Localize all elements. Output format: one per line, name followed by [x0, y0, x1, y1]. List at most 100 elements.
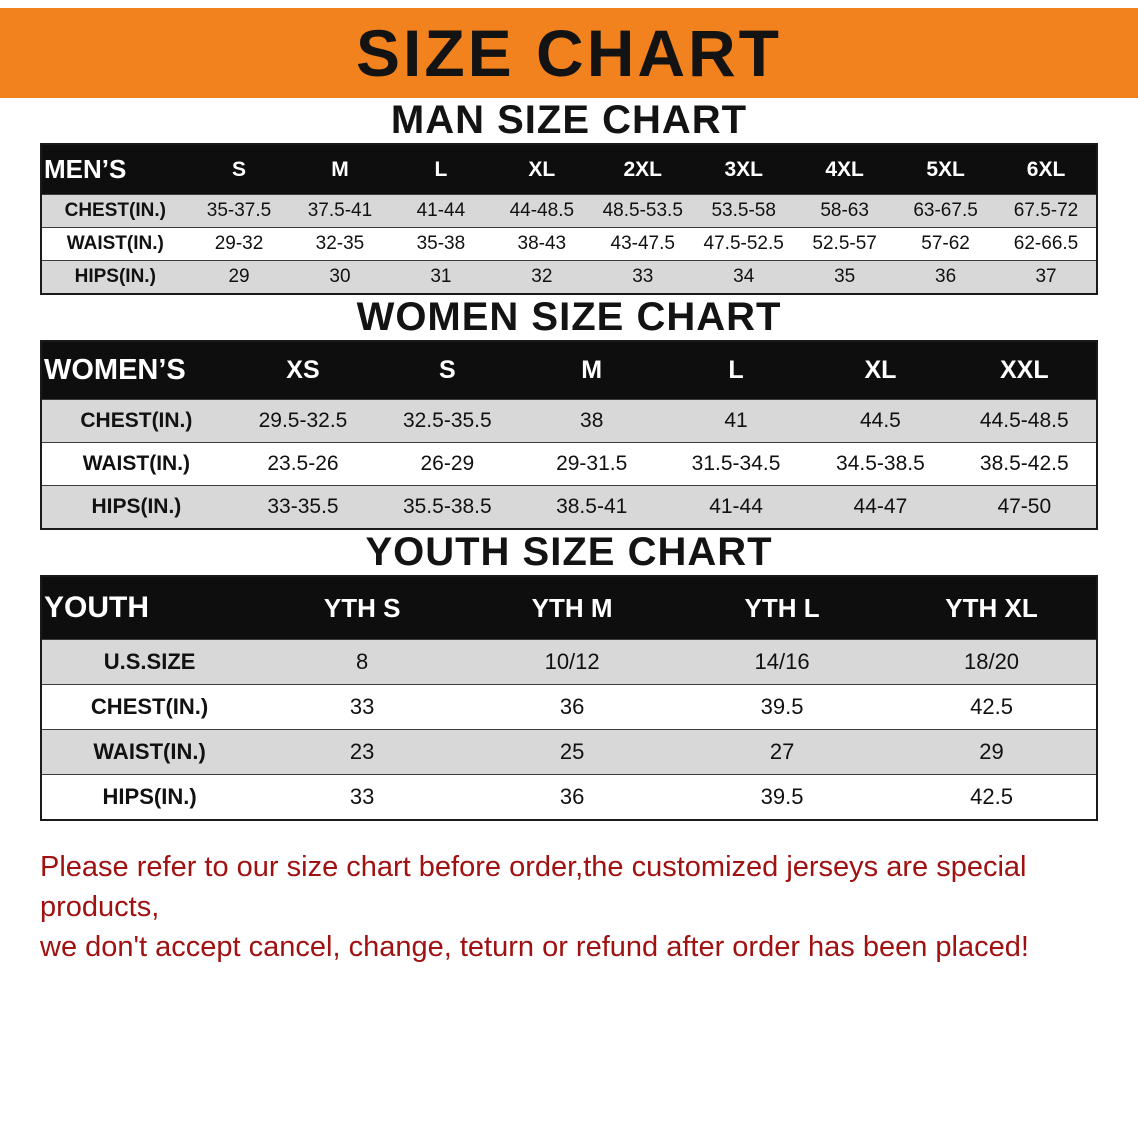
- column-header: YTH M: [531, 592, 613, 623]
- table-cell: 29.5-32.5: [258, 409, 348, 432]
- table-cell: 58-63: [820, 200, 869, 221]
- table-cell: 48.5-53.5: [602, 200, 683, 221]
- table-row: HIPS(IN.) 33-35.5 35.5-38.5 38.5-41 41-44 44-…: [41, 485, 1097, 529]
- table-cell: 47-50: [997, 495, 1052, 518]
- table-cell: 44-47: [853, 495, 908, 518]
- men-section-title: MAN SIZE CHART: [390, 98, 748, 142]
- table-title-cell: MEN’S: [44, 154, 127, 184]
- column-header: S: [438, 356, 456, 384]
- column-header: 5XL: [926, 157, 965, 181]
- size-chart-banner: SIZE CHART: [0, 8, 1138, 98]
- table-cell: 38-43: [517, 233, 567, 254]
- table-cell: 29: [228, 266, 250, 287]
- table-cell: 42.5: [970, 694, 1013, 719]
- table-cell: 41: [724, 409, 748, 432]
- table-cell: 38.5-41: [556, 495, 628, 518]
- column-header: 4XL: [825, 157, 864, 181]
- table-row: WAIST(IN.) 23.5-26 26-29 29-31.5 31.5-34.5 34…: [41, 442, 1097, 486]
- column-header: XXL: [999, 356, 1049, 384]
- column-header: XL: [864, 356, 897, 384]
- table-cell: 38: [580, 409, 604, 432]
- table-row: CHEST(IN.) 29.5-32.5 32.5-35.5 38 41 44.5 44.5…: [41, 399, 1097, 443]
- table-header-row: MEN’S S M L XL 2XL 3XL 4XL 5XL 6XL: [41, 144, 1097, 195]
- table-cell: 42.5: [970, 784, 1013, 809]
- table-row: HIPS(IN.) 29 30 31 32 33 34 35 36 37: [41, 260, 1097, 294]
- column-header: XS: [286, 356, 320, 384]
- table-cell: 27: [769, 739, 795, 764]
- table-cell: 41-44: [416, 200, 466, 221]
- table-header-row: YOUTH YTH S YTH M YTH L YTH XL: [41, 576, 1097, 640]
- table-cell: 33: [632, 266, 654, 287]
- row-label: HIPS(IN.): [74, 266, 156, 287]
- table-title-cell: YOUTH: [44, 591, 149, 624]
- row-label: HIPS(IN.): [102, 784, 197, 809]
- table-cell: 35-38: [416, 233, 466, 254]
- table-cell: 63-67.5: [913, 200, 978, 221]
- men-size-table: MEN’S S M L XL 2XL 3XL 4XL 5XL 6XL CHEST(IN.) 35-37…: [40, 143, 1098, 295]
- table-cell: 39.5: [760, 784, 804, 809]
- table-cell: 26-29: [420, 452, 475, 475]
- banner-title: SIZE CHART: [356, 16, 782, 90]
- table-cell: 44.5: [859, 409, 901, 432]
- table-cell: 53.5-58: [711, 200, 776, 221]
- table-cell: 29-32: [214, 233, 264, 254]
- table-cell: 44-48.5: [509, 200, 575, 221]
- table-cell: 23: [349, 739, 375, 764]
- table-cell: 14/16: [754, 649, 810, 674]
- disclaimer-text: Please refer to our size chart before or…: [40, 847, 1100, 967]
- table-cell: 36: [559, 694, 585, 719]
- column-header: 6XL: [1026, 157, 1066, 181]
- table-cell: 32.5-35.5: [402, 409, 492, 432]
- table-cell: 33: [349, 784, 375, 809]
- row-label: HIPS(IN.): [91, 495, 182, 518]
- table-cell: 37.5-41: [307, 200, 373, 221]
- row-label: WAIST(IN.): [82, 452, 191, 475]
- women-size-table: WOMEN’S XS S M L XL XXL CHEST(IN.) 29.5-32.5 32.5…: [40, 340, 1098, 530]
- table-cell: 32: [531, 266, 553, 287]
- table-cell: 37: [1035, 266, 1057, 287]
- table-cell: 29-31.5: [556, 452, 628, 475]
- row-label: CHEST(IN.): [90, 694, 209, 719]
- table-row: WAIST(IN.) 23 25 27 29: [41, 729, 1097, 775]
- row-label: CHEST(IN.): [80, 409, 193, 432]
- table-cell: 39.5: [760, 694, 804, 719]
- youth-section-title: YOUTH SIZE CHART: [365, 530, 773, 574]
- column-header: M: [331, 157, 349, 181]
- table-cell: 34: [733, 266, 755, 287]
- column-header: S: [232, 157, 247, 181]
- table-cell: 35.5-38.5: [402, 495, 492, 518]
- table-cell: 44.5-48.5: [979, 409, 1069, 432]
- disclaimer-line-2: we don't accept cancel, change, teturn o…: [40, 931, 1029, 964]
- table-cell: 52.5-57: [812, 233, 877, 254]
- table-cell: 35: [834, 266, 856, 287]
- table-cell: 38.5-42.5: [979, 452, 1069, 475]
- youth-size-table: YOUTH YTH S YTH M YTH L YTH XL U.S.SIZE 8 10/12…: [40, 575, 1098, 821]
- table-header-row: WOMEN’S XS S M L XL XXL: [41, 341, 1097, 400]
- table-cell: 35-37.5: [206, 200, 272, 221]
- table-cell: 41-44: [709, 495, 763, 518]
- column-header: YTH L: [744, 592, 820, 623]
- disclaimer-line-1: Please refer to our size chart before or…: [40, 851, 1027, 924]
- table-title-cell: WOMEN’S: [44, 354, 186, 386]
- table-cell: 47.5-52.5: [703, 233, 784, 254]
- column-header: L: [434, 157, 448, 181]
- table-cell: 31.5-34.5: [691, 452, 781, 475]
- table-cell: 18/20: [963, 649, 1020, 674]
- table-cell: 57-62: [921, 233, 970, 254]
- table-cell: 23.5-26: [267, 452, 339, 475]
- row-label: WAIST(IN.): [93, 739, 206, 764]
- column-header: 2XL: [623, 157, 663, 181]
- column-header: M: [581, 356, 603, 384]
- row-label: U.S.SIZE: [103, 649, 196, 674]
- table-cell: 32-35: [315, 233, 365, 254]
- table-cell: 8: [356, 649, 369, 674]
- table-cell: 62-66.5: [1013, 233, 1079, 254]
- table-row: CHEST(IN.) 33 36 39.5 42.5: [41, 684, 1097, 730]
- table-row: CHEST(IN.) 35-37.5 37.5-41 41-44 44-48.5 48.5…: [41, 194, 1097, 228]
- column-header: L: [728, 356, 744, 384]
- table-cell: 36: [559, 784, 585, 809]
- table-cell: 67.5-72: [1013, 200, 1079, 221]
- table-cell: 29: [979, 739, 1004, 764]
- table-cell: 30: [329, 266, 351, 287]
- table-cell: 36: [935, 266, 957, 287]
